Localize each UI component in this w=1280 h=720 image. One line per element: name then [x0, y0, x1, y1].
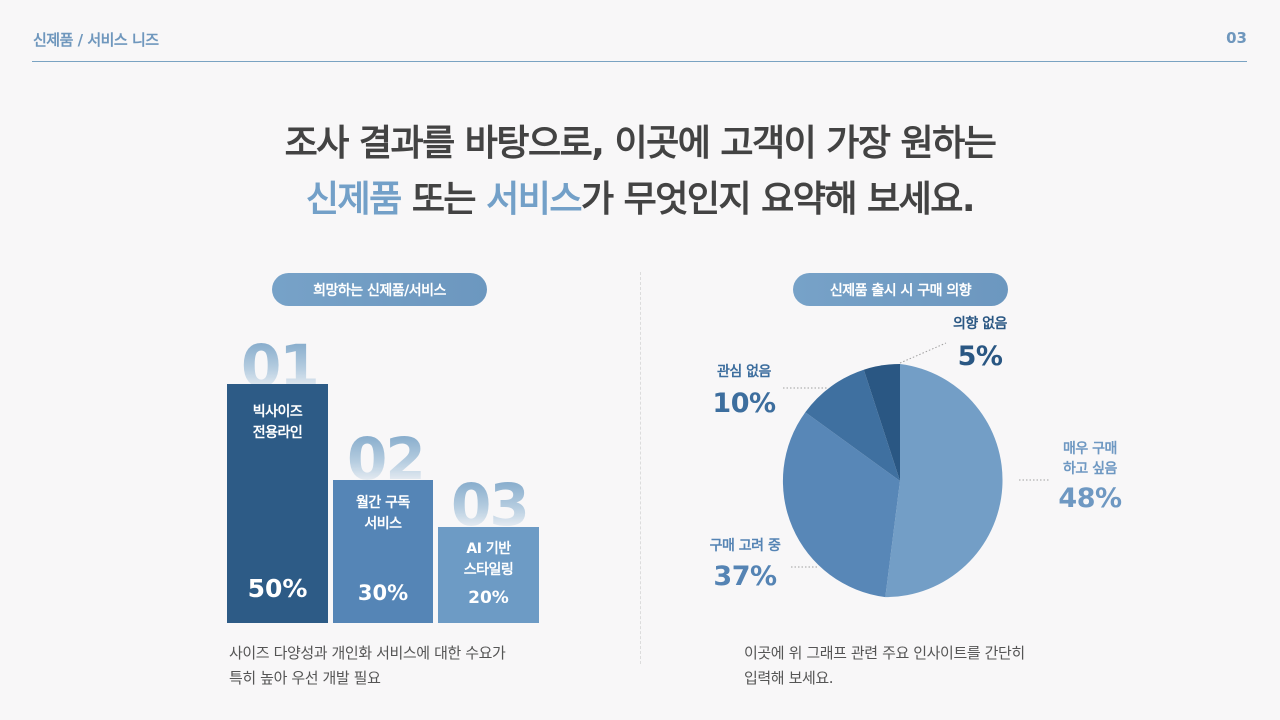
label-value: 10% [712, 388, 776, 419]
bar-label-line2: 스타일링 [463, 562, 514, 578]
label-value: 48% [1058, 483, 1122, 514]
page-number: 03 [1226, 29, 1247, 47]
label-name-line2: 하고 싶음 [1063, 461, 1117, 477]
pie-slice-considering [782, 412, 900, 598]
bar-label-line2: 전용라인 [252, 425, 303, 441]
bar-ai-styling: AI 기반 스타일링 20% [438, 527, 539, 623]
section-title: 신제품 / 서비스 니즈 [33, 31, 159, 49]
headline-accent-product: 신제품 [305, 179, 402, 220]
label-name-line1: 매우 구매 [1063, 441, 1117, 457]
pie-slice-very-likely [885, 364, 1003, 598]
center-divider [640, 272, 641, 664]
headline-line-1: 조사 결과를 바탕으로, 이곳에 고객이 가장 원하는 [284, 123, 997, 164]
pie-label-very-likely: 매우 구매 하고 싶음 48% [1040, 439, 1140, 517]
rank-number-02: 02 [347, 425, 426, 493]
pie-label-considering: 구매 고려 중 37% [690, 536, 800, 595]
bar-label-line2: 서비스 [364, 516, 402, 532]
page-headline: 조사 결과를 바탕으로, 이곳에 고객이 가장 원하는 신제품 또는 서비스가 … [0, 116, 1280, 228]
bar-label-line1: 월간 구독 [356, 495, 410, 511]
headline-ending: 가 무엇인지 요약해 보세요. [580, 179, 976, 220]
label-name: 의향 없음 [953, 316, 1007, 332]
headline-connector: 또는 [400, 179, 487, 220]
header-divider [32, 61, 1247, 62]
pie-slice-no-intention [863, 363, 900, 481]
bar-label: AI 기반 스타일링 [438, 539, 539, 581]
note-line2: 입력해 보세요. [744, 669, 834, 687]
note-line1: 이곳에 위 그래프 관련 주요 인사이트를 간단히 [744, 644, 1025, 662]
pie-slice-not-interested [805, 369, 900, 481]
bar-value: 20% [468, 588, 509, 608]
label-name: 구매 고려 중 [709, 538, 781, 554]
headline-accent-service: 서비스 [486, 179, 582, 220]
bar-big-size-line: 빅사이즈 전용라인 50% [227, 384, 328, 623]
bar-value: 50% [247, 574, 308, 603]
bar-label-line1: AI 기반 [466, 541, 511, 557]
bar-label: 빅사이즈 전용라인 [227, 402, 328, 444]
pie-label-not-interested: 관심 없음 10% [694, 362, 794, 422]
label-value: 37% [713, 561, 777, 592]
bar-label: 월간 구독 서비스 [333, 493, 433, 535]
pie-chart-title-pill: 신제품 출시 시 구매 의향 [793, 273, 1008, 306]
bar-label-line1: 빅사이즈 [252, 404, 303, 420]
bar-chart-title-pill: 희망하는 신제품/서비스 [272, 273, 487, 306]
pie-label-no-intention: 의향 없음 5% [930, 314, 1030, 375]
note-line1: 사이즈 다양성과 개인화 서비스에 대한 수요가 [229, 644, 506, 662]
left-insight-note: 사이즈 다양성과 개인화 서비스에 대한 수요가 특히 높아 우선 개발 필요 [229, 641, 506, 691]
bar-value: 30% [357, 581, 409, 605]
right-insight-note: 이곳에 위 그래프 관련 주요 인사이트를 간단히 입력해 보세요. [744, 641, 1025, 691]
label-name: 관심 없음 [717, 364, 771, 380]
label-value: 5% [957, 341, 1003, 372]
note-line2: 특히 높아 우선 개발 필요 [229, 669, 381, 687]
headline-line-2: 신제품 또는 서비스가 무엇인지 요약해 보세요. [0, 172, 1280, 228]
rank-number-03: 03 [451, 471, 530, 539]
bar-monthly-subscription: 월간 구독 서비스 30% [333, 480, 433, 623]
